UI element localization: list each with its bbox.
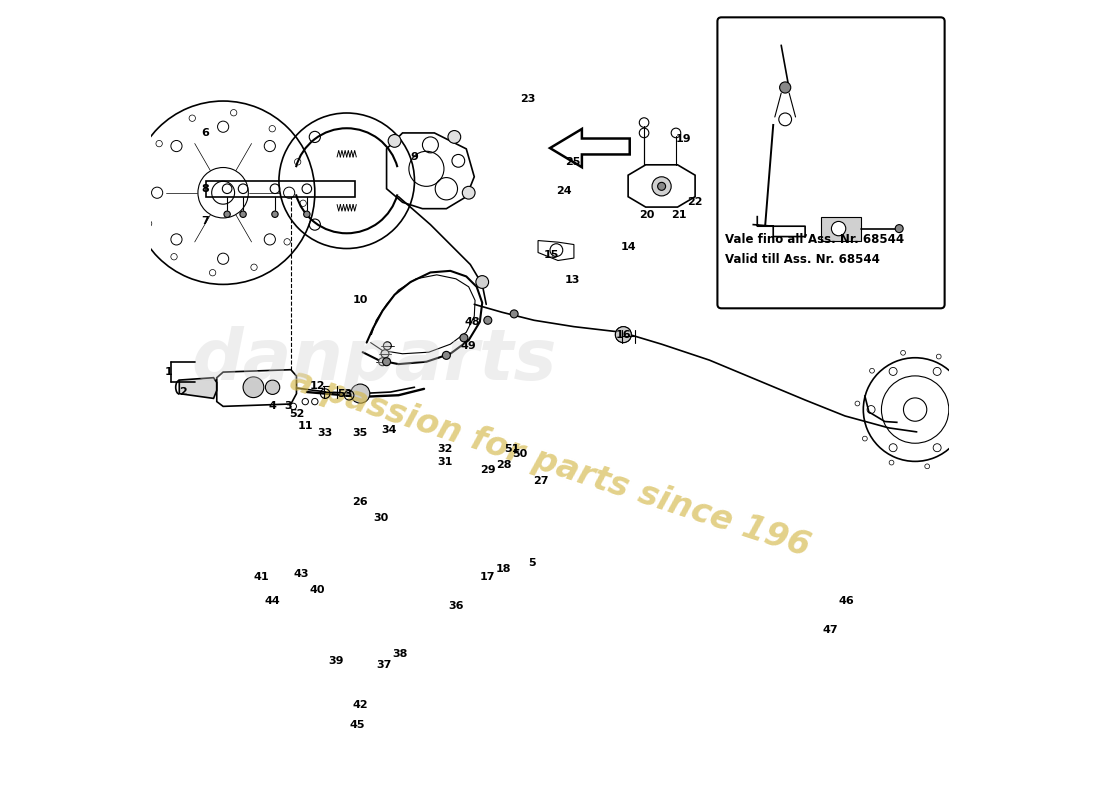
Text: 22: 22 <box>688 198 703 207</box>
Text: 18: 18 <box>496 564 512 574</box>
Circle shape <box>442 351 450 359</box>
Text: 51: 51 <box>504 445 519 454</box>
Polygon shape <box>821 217 861 241</box>
Circle shape <box>615 326 631 342</box>
Text: 12: 12 <box>309 381 324 390</box>
Text: 14: 14 <box>620 242 636 252</box>
Text: 16: 16 <box>616 330 631 340</box>
Text: 34: 34 <box>382 426 397 435</box>
Circle shape <box>448 130 461 143</box>
Text: 5: 5 <box>529 558 537 569</box>
Text: 2: 2 <box>179 387 187 397</box>
Text: 27: 27 <box>532 476 548 486</box>
Text: danparts: danparts <box>191 326 558 394</box>
Circle shape <box>383 358 390 366</box>
Text: 6: 6 <box>201 128 209 138</box>
Text: 26: 26 <box>352 497 368 507</box>
Circle shape <box>484 316 492 324</box>
Circle shape <box>224 211 230 218</box>
Text: 4: 4 <box>268 402 276 411</box>
Text: 38: 38 <box>393 649 408 658</box>
Circle shape <box>388 134 400 147</box>
Text: 52: 52 <box>289 410 305 419</box>
Circle shape <box>832 222 846 236</box>
Text: 33: 33 <box>318 429 333 438</box>
Circle shape <box>378 358 386 366</box>
Text: 43: 43 <box>294 569 309 578</box>
Text: Vale fino all’Ass. Nr. 68544: Vale fino all’Ass. Nr. 68544 <box>725 233 904 246</box>
Circle shape <box>381 350 389 358</box>
Text: 31: 31 <box>437 457 452 467</box>
Text: 17: 17 <box>480 572 496 582</box>
Text: 1: 1 <box>165 367 173 377</box>
Circle shape <box>615 326 631 342</box>
FancyBboxPatch shape <box>717 18 945 308</box>
Text: 42: 42 <box>352 699 368 710</box>
Circle shape <box>351 384 370 403</box>
Text: 41: 41 <box>254 572 270 582</box>
Text: a passion for parts since 196: a passion for parts since 196 <box>286 364 814 564</box>
Text: 49: 49 <box>461 341 476 350</box>
Text: 24: 24 <box>557 186 572 196</box>
Text: 23: 23 <box>520 94 536 104</box>
Text: 19: 19 <box>676 134 692 143</box>
Circle shape <box>240 211 246 218</box>
Text: 30: 30 <box>373 513 388 523</box>
Text: 40: 40 <box>309 585 324 594</box>
Text: 32: 32 <box>437 445 452 454</box>
Circle shape <box>384 342 392 350</box>
Text: 15: 15 <box>543 250 559 260</box>
Circle shape <box>895 225 903 233</box>
Circle shape <box>265 380 279 394</box>
Circle shape <box>304 211 310 218</box>
Circle shape <box>243 377 264 398</box>
Text: 46: 46 <box>838 596 855 606</box>
Text: 9: 9 <box>410 152 418 162</box>
Circle shape <box>272 211 278 218</box>
Text: 25: 25 <box>564 158 580 167</box>
Text: 29: 29 <box>480 465 496 475</box>
Text: 37: 37 <box>376 660 392 670</box>
Circle shape <box>462 186 475 199</box>
Text: 3: 3 <box>285 402 293 411</box>
Text: 20: 20 <box>639 210 654 220</box>
Text: 28: 28 <box>496 460 512 470</box>
Text: 11: 11 <box>297 421 313 430</box>
Text: 45: 45 <box>350 720 365 730</box>
Circle shape <box>510 310 518 318</box>
Text: 53: 53 <box>337 389 352 398</box>
Circle shape <box>658 182 666 190</box>
Text: 47: 47 <box>823 625 838 634</box>
Polygon shape <box>550 129 629 167</box>
Text: 8: 8 <box>201 184 209 194</box>
Circle shape <box>780 82 791 93</box>
Text: 21: 21 <box>671 210 686 220</box>
Text: 39: 39 <box>329 657 344 666</box>
Text: 7: 7 <box>201 216 209 226</box>
Circle shape <box>476 276 488 288</box>
Text: 50: 50 <box>513 450 527 459</box>
Text: 13: 13 <box>564 275 580 286</box>
Text: 36: 36 <box>448 601 464 610</box>
Text: 48: 48 <box>464 317 480 327</box>
Text: 10: 10 <box>353 295 367 306</box>
Circle shape <box>652 177 671 196</box>
Text: 35: 35 <box>353 429 367 438</box>
Polygon shape <box>179 378 217 398</box>
Circle shape <box>460 334 467 342</box>
Text: Valid till Ass. Nr. 68544: Valid till Ass. Nr. 68544 <box>725 253 880 266</box>
Text: 44: 44 <box>265 596 280 606</box>
